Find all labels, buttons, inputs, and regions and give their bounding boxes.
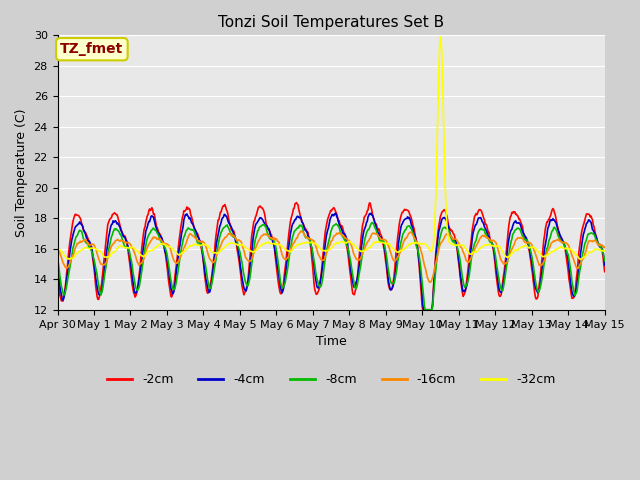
-16cm xyxy=(120,238,127,244)
-4cm xyxy=(175,245,183,251)
-4cm xyxy=(54,265,61,271)
-16cm xyxy=(415,242,422,248)
-4cm xyxy=(63,270,71,276)
-32cm xyxy=(175,252,183,258)
-16cm xyxy=(399,243,406,249)
-32cm xyxy=(204,243,212,249)
Line: -4cm: -4cm xyxy=(58,213,605,310)
-4cm xyxy=(420,307,428,312)
-8cm xyxy=(120,241,127,247)
-4cm xyxy=(415,250,422,256)
-8cm xyxy=(54,254,61,260)
-2cm xyxy=(292,200,300,205)
Line: -16cm: -16cm xyxy=(58,231,605,282)
-4cm xyxy=(204,288,212,294)
-2cm xyxy=(415,252,422,258)
-16cm xyxy=(63,265,71,271)
-16cm xyxy=(175,257,183,263)
-16cm xyxy=(204,252,212,257)
-2cm xyxy=(419,307,427,312)
-32cm xyxy=(120,244,127,250)
-2cm xyxy=(204,290,212,296)
-2cm xyxy=(54,268,61,274)
-2cm xyxy=(175,236,183,241)
-4cm xyxy=(399,221,406,227)
Y-axis label: Soil Temperature (C): Soil Temperature (C) xyxy=(15,108,28,237)
-8cm xyxy=(399,234,406,240)
Line: -8cm: -8cm xyxy=(58,223,605,310)
-32cm xyxy=(63,256,71,262)
Line: -32cm: -32cm xyxy=(58,37,605,260)
-32cm xyxy=(54,247,61,252)
-32cm xyxy=(577,257,584,263)
-4cm xyxy=(367,210,375,216)
-2cm xyxy=(399,209,406,215)
-8cm xyxy=(175,259,183,265)
-2cm xyxy=(120,232,127,238)
-2cm xyxy=(601,269,609,275)
-16cm xyxy=(426,279,433,285)
-32cm xyxy=(601,248,609,253)
-8cm xyxy=(415,249,422,254)
-8cm xyxy=(204,279,212,285)
-32cm xyxy=(413,240,421,246)
Legend: -2cm, -4cm, -8cm, -16cm, -32cm: -2cm, -4cm, -8cm, -16cm, -32cm xyxy=(102,368,560,391)
-8cm xyxy=(601,258,609,264)
Line: -2cm: -2cm xyxy=(58,203,605,310)
-32cm xyxy=(397,247,405,253)
-8cm xyxy=(63,278,71,284)
-8cm xyxy=(368,220,376,226)
Text: TZ_fmet: TZ_fmet xyxy=(60,42,124,56)
-32cm xyxy=(436,34,444,40)
X-axis label: Time: Time xyxy=(316,335,346,348)
Title: Tonzi Soil Temperatures Set B: Tonzi Soil Temperatures Set B xyxy=(218,15,444,30)
-16cm xyxy=(601,244,609,250)
-4cm xyxy=(601,262,609,268)
-4cm xyxy=(120,234,127,240)
-16cm xyxy=(297,228,305,234)
-2cm xyxy=(63,264,71,270)
-8cm xyxy=(421,307,429,312)
-16cm xyxy=(54,245,61,251)
